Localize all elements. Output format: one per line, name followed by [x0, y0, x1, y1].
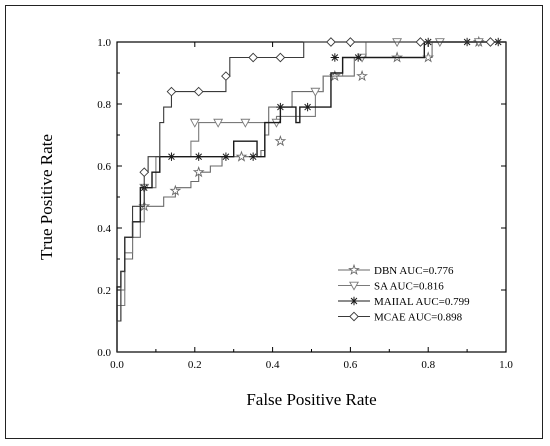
legend-item: SA AUC=0.816	[338, 281, 444, 293]
data-point-diamond	[221, 71, 231, 81]
data-point-diamond	[485, 37, 496, 47]
data-point-diamond	[326, 37, 336, 47]
y-tick-label: 0.8	[97, 99, 111, 111]
data-point-asterisk	[248, 152, 258, 161]
data-point-triangle-down	[189, 118, 200, 128]
y-tick-label: 0.2	[97, 285, 111, 297]
data-point-triangle-down	[240, 118, 251, 128]
x-tick-label: 0.2	[188, 359, 202, 371]
y-axis-title: True Positive Rate	[37, 134, 56, 260]
y-tick-label: 0.6	[97, 161, 111, 173]
data-point-asterisk	[353, 53, 363, 62]
legend-label: SA AUC=0.816	[374, 281, 444, 293]
data-point-asterisk	[221, 152, 231, 161]
data-point-asterisk	[167, 152, 176, 161]
legend-marker-star	[348, 263, 360, 276]
data-point-asterisk	[303, 102, 312, 112]
data-point-asterisk	[276, 102, 285, 112]
data-point-diamond	[193, 86, 204, 97]
series-line	[116, 41, 506, 352]
x-tick-label: 1.0	[499, 359, 513, 371]
plot-area: 0.0 0.2 0.4 0.6 0.8 1.0 0.0 0.2 0.4 0.6 0.8 1.0	[97, 35, 513, 371]
data-point-star	[192, 166, 205, 178]
legend-item: MCAE AUC=0.898	[338, 312, 463, 324]
data-point-diamond	[415, 37, 426, 47]
legend-item: DBN AUC=0.776	[338, 263, 454, 277]
x-tick-label: 0.6	[344, 359, 358, 371]
data-point-diamond	[248, 52, 258, 63]
data-point-asterisk	[194, 152, 203, 161]
legend-marker-diamond	[349, 311, 359, 322]
data-point-star	[274, 135, 287, 147]
data-point-star	[235, 150, 248, 162]
series-layer	[116, 35, 506, 352]
legend: DBN AUC=0.776 SA AUC=0.816 MAIIAL AUC=0.79…	[338, 263, 470, 324]
x-axis-title: False Positive Rate	[246, 390, 376, 409]
chart-frame	[5, 5, 543, 439]
data-point-asterisk	[330, 53, 340, 62]
y-tick-label: 0.0	[97, 347, 111, 359]
legend-marker-asterisk	[349, 296, 359, 306]
x-tick-label: 0.4	[266, 359, 280, 371]
legend-item: MAIIAL AUC=0.799	[338, 296, 470, 308]
series-diamond	[116, 37, 506, 352]
legend-label: MCAE AUC=0.898	[374, 312, 463, 324]
data-point-triangle-down	[310, 87, 321, 97]
data-point-diamond	[275, 52, 286, 63]
data-point-diamond	[345, 37, 356, 47]
data-point-diamond	[139, 167, 150, 178]
legend-label: MAIIAL AUC=0.799	[374, 296, 470, 308]
data-point-triangle-down	[213, 118, 224, 128]
x-tick-label: 0.0	[110, 359, 124, 371]
data-point-star	[356, 69, 368, 82]
y-tick-label: 1.0	[97, 37, 111, 49]
legend-marker-triangle-down	[349, 281, 359, 291]
x-tick-label: 0.8	[421, 359, 435, 371]
data-point-diamond	[166, 86, 177, 97]
y-tick-label: 0.4	[97, 223, 111, 235]
data-point-star	[169, 184, 182, 196]
legend-label: DBN AUC=0.776	[374, 265, 454, 277]
